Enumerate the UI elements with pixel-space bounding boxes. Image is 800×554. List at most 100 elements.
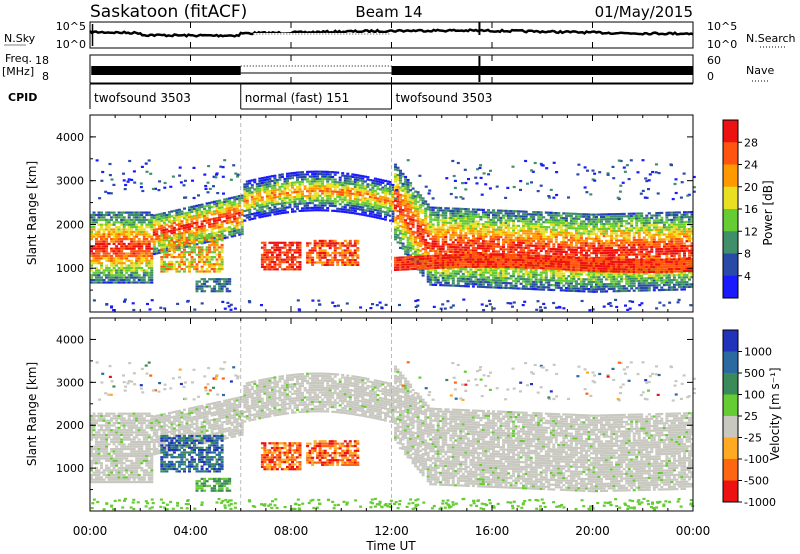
power-cell bbox=[585, 227, 588, 230]
power-cell bbox=[268, 190, 272, 193]
power-cell bbox=[273, 206, 277, 209]
power-cell bbox=[268, 202, 272, 205]
power-cell bbox=[127, 226, 131, 229]
power-cell bbox=[481, 213, 485, 216]
power-cell bbox=[132, 264, 136, 267]
power-cell bbox=[301, 180, 304, 183]
power-cell bbox=[356, 200, 360, 203]
power-cell bbox=[90, 276, 93, 279]
power-cell bbox=[225, 202, 229, 205]
power-cell bbox=[95, 262, 98, 265]
power-cell bbox=[343, 191, 347, 194]
power-cell bbox=[125, 257, 129, 260]
power-cell bbox=[361, 192, 365, 195]
power-cell bbox=[509, 236, 513, 239]
power-cell bbox=[100, 266, 103, 270]
power-cell bbox=[253, 202, 257, 205]
power-cell bbox=[92, 228, 96, 231]
power-cell bbox=[233, 201, 237, 204]
power-cell bbox=[341, 201, 345, 204]
power-cell bbox=[102, 274, 106, 277]
power-cell bbox=[280, 211, 284, 215]
power-cell bbox=[255, 204, 259, 207]
power-cell bbox=[421, 219, 425, 222]
power-cell bbox=[167, 213, 171, 216]
power-cell bbox=[90, 247, 93, 250]
power-cell bbox=[147, 245, 151, 248]
power-cell bbox=[283, 209, 287, 212]
power-cell bbox=[122, 223, 126, 226]
power-cell bbox=[243, 190, 247, 193]
power-cell bbox=[421, 271, 425, 275]
power-cell bbox=[218, 238, 222, 241]
power-cell bbox=[328, 173, 332, 176]
power-cell bbox=[502, 256, 505, 259]
power-cell bbox=[233, 232, 237, 235]
power-cell bbox=[107, 278, 111, 282]
power-cell bbox=[449, 221, 453, 224]
power-cell bbox=[502, 248, 505, 251]
power-cell bbox=[308, 180, 312, 183]
power-cell bbox=[569, 282, 573, 285]
power-cell bbox=[311, 194, 315, 197]
power-cell bbox=[167, 220, 171, 223]
power-cell bbox=[180, 227, 184, 230]
power-cell bbox=[321, 202, 325, 205]
power-cell bbox=[401, 261, 405, 264]
power-cell bbox=[162, 219, 166, 222]
power-cell bbox=[270, 211, 274, 214]
power-cell bbox=[263, 212, 267, 215]
power-cell bbox=[125, 235, 129, 238]
power-cell bbox=[145, 242, 149, 245]
power-cell bbox=[122, 245, 126, 248]
power-cell bbox=[218, 202, 222, 205]
power-cell bbox=[135, 240, 139, 243]
power-cell bbox=[542, 257, 546, 260]
power-cell bbox=[399, 169, 402, 172]
power-cell bbox=[351, 211, 355, 215]
power-cell bbox=[175, 235, 179, 238]
power-cell bbox=[291, 172, 294, 175]
power-cell bbox=[579, 222, 583, 225]
power-cell bbox=[313, 192, 317, 195]
power-cell bbox=[306, 209, 310, 212]
power-cell bbox=[275, 203, 279, 206]
power-cell bbox=[527, 246, 531, 250]
power-cell bbox=[233, 210, 237, 213]
power-cell bbox=[213, 232, 217, 235]
power-cell bbox=[233, 208, 237, 211]
power-cell bbox=[215, 221, 219, 224]
power-cell bbox=[165, 233, 169, 236]
power-cell bbox=[97, 250, 101, 253]
power-cell bbox=[286, 175, 289, 178]
power-cell bbox=[512, 219, 516, 222]
power-cell bbox=[127, 281, 131, 284]
power-cell bbox=[522, 232, 526, 235]
power-cell bbox=[137, 264, 141, 267]
power-cell bbox=[318, 180, 322, 183]
power-cell bbox=[130, 250, 134, 253]
power-cell bbox=[107, 259, 111, 262]
power-cell bbox=[132, 250, 136, 253]
power-cell bbox=[278, 197, 282, 201]
power-cell bbox=[376, 185, 380, 188]
power-cell bbox=[177, 211, 181, 214]
power-cell bbox=[117, 276, 121, 279]
power-cell bbox=[301, 200, 304, 203]
power-cell bbox=[487, 233, 490, 236]
power-cell bbox=[564, 277, 568, 280]
power-cell bbox=[461, 217, 465, 220]
power-cell bbox=[140, 233, 144, 236]
power-cell bbox=[120, 264, 124, 267]
power-cell bbox=[391, 212, 395, 215]
power-cell bbox=[135, 257, 139, 260]
power-cell bbox=[461, 234, 465, 237]
power-cell bbox=[298, 193, 302, 196]
power-cell bbox=[582, 290, 586, 293]
power-cell bbox=[177, 227, 181, 231]
power-cell bbox=[218, 214, 222, 217]
power-cell bbox=[102, 240, 106, 243]
power-cell bbox=[308, 185, 312, 188]
power-cell bbox=[564, 229, 568, 232]
power-cell bbox=[112, 247, 116, 250]
